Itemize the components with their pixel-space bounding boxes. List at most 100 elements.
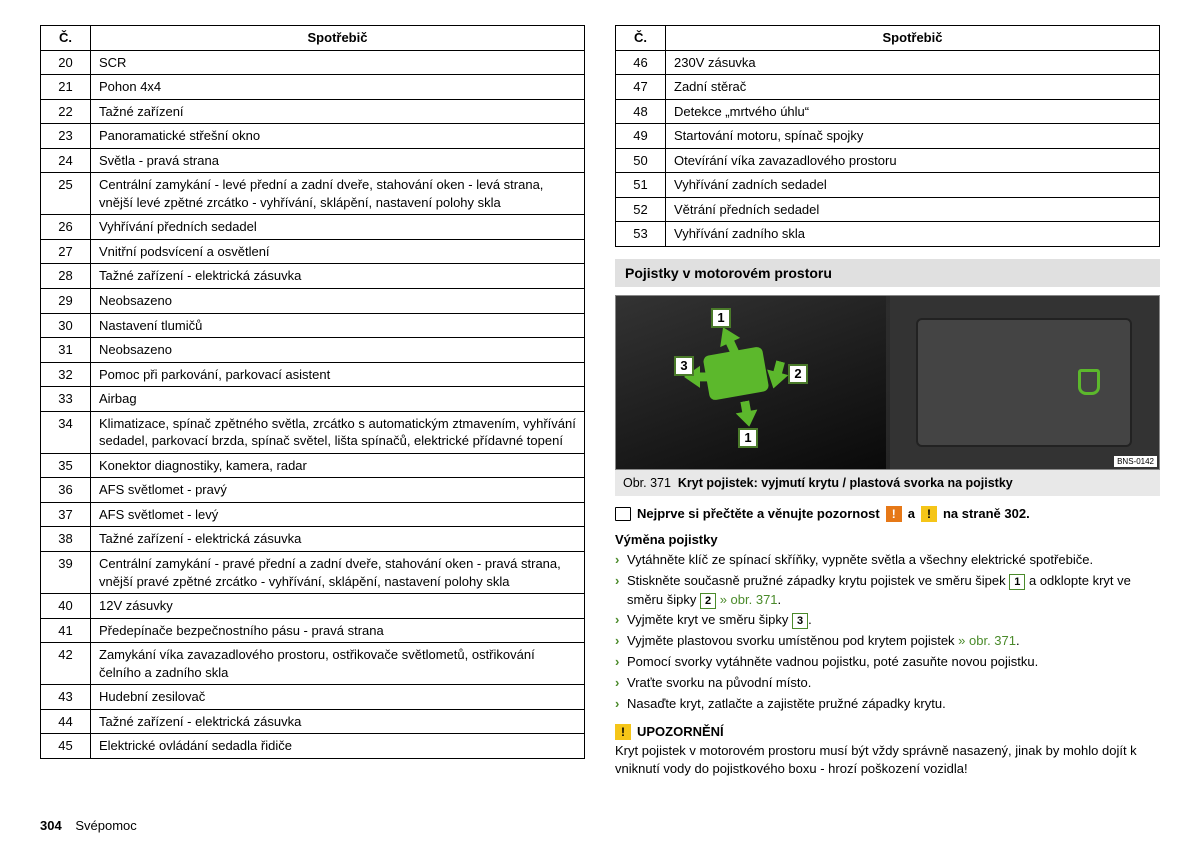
cell-name: Klimatizace, spínač zpětného světla, zrc… [91, 411, 585, 453]
section-title: Pojistky v motorovém prostoru [615, 259, 1160, 287]
notice-body: Kryt pojistek v motorovém prostoru musí … [615, 742, 1160, 778]
fuse-table-right: Č. Spotřebič 46230V zásuvka47Zadní stěra… [615, 25, 1160, 247]
table-row: 35Konektor diagnostiky, kamera, radar [41, 453, 585, 478]
cell-num: 32 [41, 362, 91, 387]
cell-name: Světla - pravá strana [91, 148, 585, 173]
cell-num: 21 [41, 75, 91, 100]
cell-name: 12V zásuvky [91, 594, 585, 619]
cell-name: Zadní stěrač [666, 75, 1160, 100]
table-row: 41Předepínače bezpečnostního pásu - prav… [41, 618, 585, 643]
figure-code: BNS-0142 [1114, 456, 1157, 467]
marker-1b: 1 [738, 428, 758, 448]
list-item: Vytáhněte klíč ze spínací skříňky, vypně… [615, 551, 1160, 570]
table-row: 27Vnitřní podsvícení a osvětlení [41, 239, 585, 264]
list-item: Vyjměte plastovou svorku umístěnou pod k… [615, 632, 1160, 651]
cell-name: Neobsazeno [91, 338, 585, 363]
cell-name: Panoramatické střešní okno [91, 124, 585, 149]
cell-name: Pomoc při parkování, parkovací asistent [91, 362, 585, 387]
list-item: Vyjměte kryt ve směru šipky 3. [615, 611, 1160, 630]
cell-num: 50 [616, 148, 666, 173]
table-row: 21Pohon 4x4 [41, 75, 585, 100]
list-item: Stiskněte současně pružné západky krytu … [615, 572, 1160, 610]
cell-name: AFS světlomet - pravý [91, 478, 585, 503]
cell-num: 42 [41, 643, 91, 685]
cell-num: 20 [41, 50, 91, 75]
cell-name: Tažné zařízení - elektrická zásuvka [91, 527, 585, 552]
table-row: 20SCR [41, 50, 585, 75]
cell-num: 51 [616, 173, 666, 198]
book-icon [615, 507, 631, 521]
table-row: 38Tažné zařízení - elektrická zásuvka [41, 527, 585, 552]
cell-num: 36 [41, 478, 91, 503]
table-row: 46230V zásuvka [616, 50, 1160, 75]
table-row: 22Tažné zařízení [41, 99, 585, 124]
warning-icon: ! [886, 506, 902, 522]
cell-name: Neobsazeno [91, 289, 585, 314]
table-row: 45Elektrické ovládání sedadla řidiče [41, 734, 585, 759]
cell-num: 29 [41, 289, 91, 314]
figure-left-photo: 1 3 2 1 [616, 296, 886, 469]
cell-name: Centrální zamykání - pravé přední a zadn… [91, 552, 585, 594]
table-row: 30Nastavení tlumičů [41, 313, 585, 338]
cell-num: 30 [41, 313, 91, 338]
cell-num: 52 [616, 197, 666, 222]
cell-num: 23 [41, 124, 91, 149]
cell-num: 22 [41, 99, 91, 124]
cell-num: 49 [616, 124, 666, 149]
table-row: 33Airbag [41, 387, 585, 412]
cell-num: 39 [41, 552, 91, 594]
table-row: 51Vyhřívání zadních sedadel [616, 173, 1160, 198]
table-row: 29Neobsazeno [41, 289, 585, 314]
table-row: 47Zadní stěrač [616, 75, 1160, 100]
readfirst-post: na straně 302. [943, 506, 1030, 521]
cell-num: 31 [41, 338, 91, 363]
cell-name: Větrání předních sedadel [666, 197, 1160, 222]
notice-heading: ! UPOZORNĚNÍ [615, 724, 1160, 740]
caption-prefix: Obr. 371 [623, 476, 671, 490]
marker-1: 1 [711, 308, 731, 328]
cell-num: 27 [41, 239, 91, 264]
cell-name: Otevírání víka zavazadlového prostoru [666, 148, 1160, 173]
caution-icon: ! [921, 506, 937, 522]
notice-title: UPOZORNĚNÍ [637, 724, 724, 739]
cell-name: SCR [91, 50, 585, 75]
cell-name: Předepínače bezpečnostního pásu - pravá … [91, 618, 585, 643]
cell-num: 40 [41, 594, 91, 619]
fuse-table-left: Č. Spotřebič 20SCR21Pohon 4x422Tažné zař… [40, 25, 585, 759]
cell-num: 34 [41, 411, 91, 453]
clip-icon [1078, 369, 1100, 395]
table-row: 25Centrální zamykání - levé přední a zad… [41, 173, 585, 215]
cell-name: Airbag [91, 387, 585, 412]
footer-section: Svépomoc [75, 818, 136, 833]
cell-num: 44 [41, 709, 91, 734]
cell-num: 37 [41, 502, 91, 527]
page-footer: 304 Svépomoc [40, 818, 137, 833]
cell-name: Konektor diagnostiky, kamera, radar [91, 453, 585, 478]
subheading: Výměna pojistky [615, 532, 1160, 547]
cell-name: Pohon 4x4 [91, 75, 585, 100]
cell-name: 230V zásuvka [666, 50, 1160, 75]
cell-name: Elektrické ovládání sedadla řidiče [91, 734, 585, 759]
cell-num: 28 [41, 264, 91, 289]
cell-name: Vyhřívání zadních sedadel [666, 173, 1160, 198]
col-num-header: Č. [41, 26, 91, 51]
table-row: 52Větrání předních sedadel [616, 197, 1160, 222]
table-row: 24Světla - pravá strana [41, 148, 585, 173]
readfirst-pre: Nejprve si přečtěte a věnujte pozornost [637, 506, 880, 521]
cell-name: Vyhřívání předních sedadel [91, 215, 585, 240]
cell-num: 53 [616, 222, 666, 247]
col-name-header: Spotřebič [91, 26, 585, 51]
table-row: 26Vyhřívání předních sedadel [41, 215, 585, 240]
table-row: 48Detekce „mrtvého úhlu“ [616, 99, 1160, 124]
figure-right-photo [890, 296, 1160, 469]
cell-name: Tažné zařízení - elektrická zásuvka [91, 709, 585, 734]
cell-num: 24 [41, 148, 91, 173]
table-row: 23Panoramatické střešní okno [41, 124, 585, 149]
table-row: 50Otevírání víka zavazadlového prostoru [616, 148, 1160, 173]
col-name-header: Spotřebič [666, 26, 1160, 51]
cell-num: 43 [41, 685, 91, 710]
cell-num: 45 [41, 734, 91, 759]
cell-name: Vnitřní podsvícení a osvětlení [91, 239, 585, 264]
cell-name: AFS světlomet - levý [91, 502, 585, 527]
table-row: 36AFS světlomet - pravý [41, 478, 585, 503]
